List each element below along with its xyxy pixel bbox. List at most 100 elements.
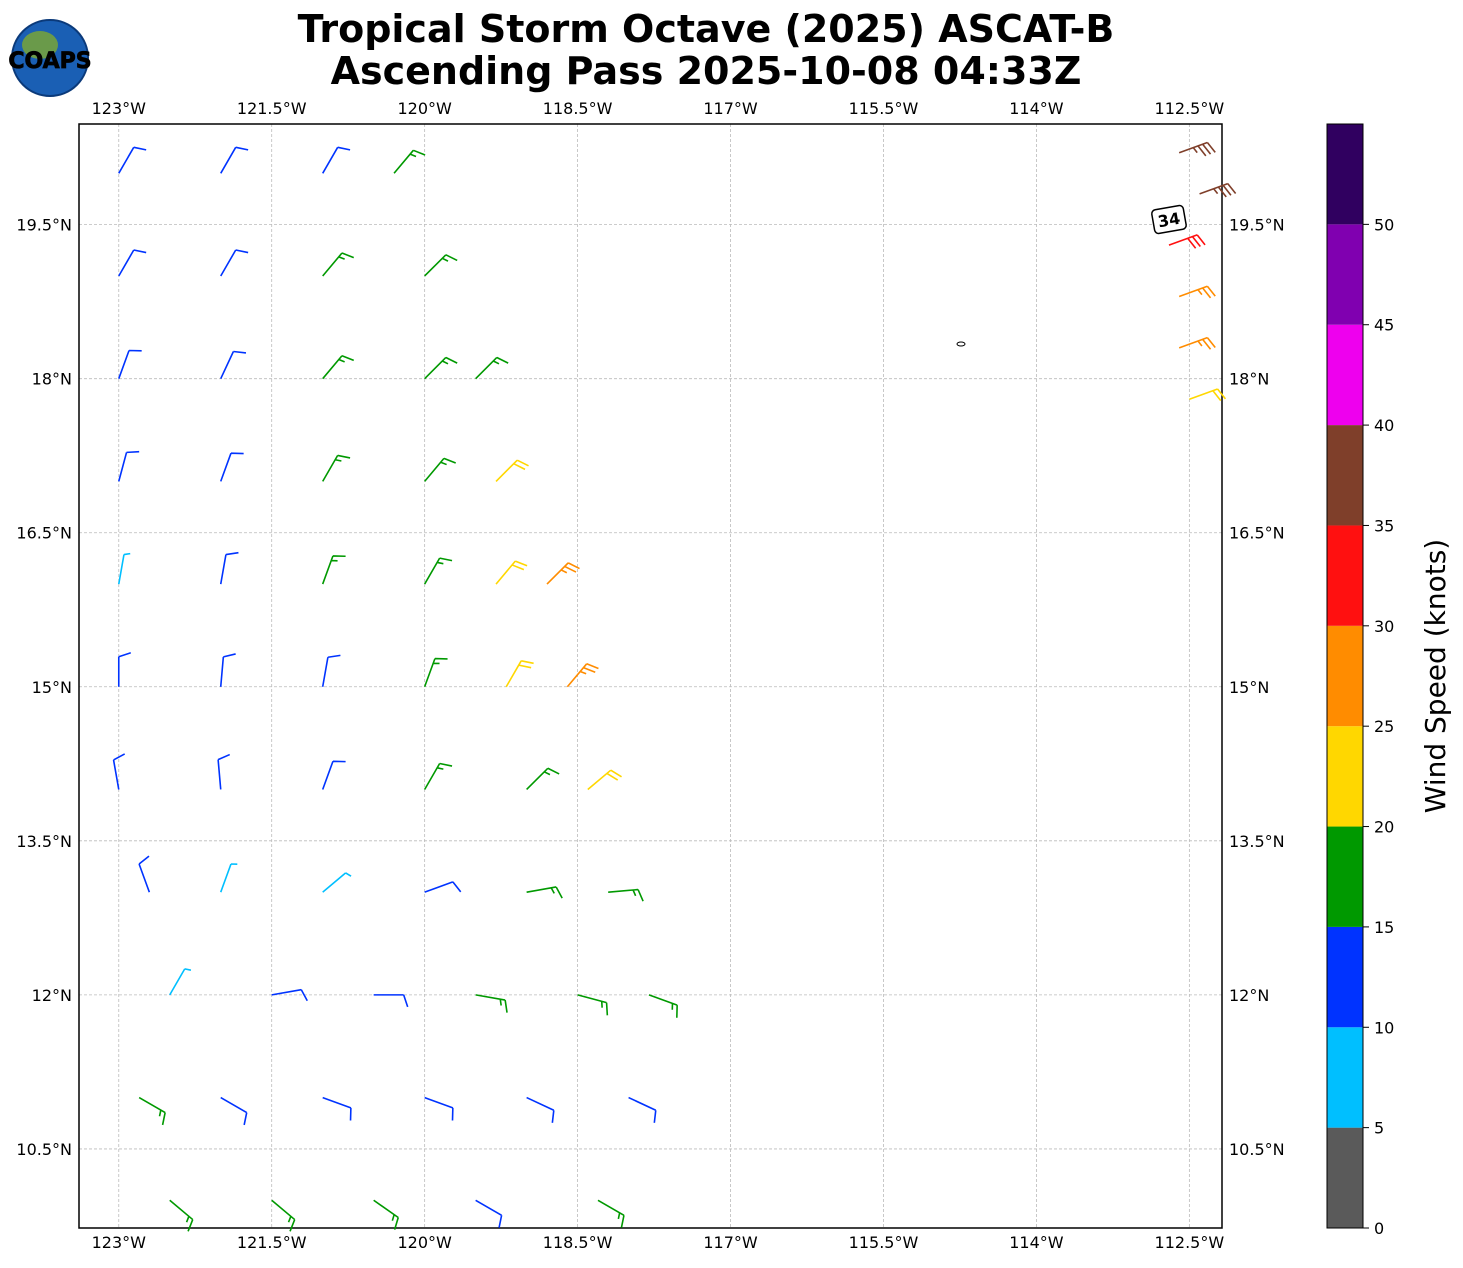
- colorbar-tick-label: 40: [1374, 416, 1394, 435]
- lon-label: 121.5°W: [237, 1233, 307, 1252]
- colorbar-tick-label: 30: [1374, 617, 1394, 636]
- lon-label: 112.5°W: [1155, 1233, 1225, 1252]
- colorbar-segment: [1327, 826, 1363, 927]
- lat-label: 15°N: [32, 678, 72, 697]
- lon-label: 120°W: [397, 1233, 452, 1252]
- colorbar-segment: [1327, 324, 1363, 426]
- wind-barb: [118, 146, 147, 174]
- lat-label: 19.5°N: [16, 216, 72, 235]
- wind-barb: [220, 350, 247, 380]
- lon-label: 112.5°W: [1155, 99, 1225, 118]
- wind-barb: [220, 1096, 248, 1126]
- lon-label: 114°W: [1009, 1233, 1064, 1252]
- wind-barb: [1178, 336, 1216, 350]
- colorbar-tick-label: 50: [1374, 215, 1394, 234]
- lon-label: 120°W: [397, 99, 452, 118]
- wind-barb: [220, 249, 249, 277]
- map: 123°W 123°W 121.5°W 121.5°W 120°W 120°W 118.5°…: [16, 99, 1284, 1252]
- wind-barb: [423, 657, 448, 688]
- lon-label: 121.5°W: [237, 99, 307, 118]
- lat-label: 16.5°N: [16, 524, 72, 543]
- wind-barb: [495, 459, 529, 482]
- wind-barb: [117, 552, 131, 585]
- colorbar-tick-label: 25: [1374, 717, 1394, 736]
- wind-barb: [322, 1096, 352, 1121]
- lat-label: 12°N: [32, 986, 72, 1005]
- wind-barb: [608, 888, 644, 902]
- colorbar-segment: [1327, 224, 1363, 325]
- colorbar-segment: [1327, 926, 1363, 1028]
- lat-label: 10.5°N: [16, 1140, 72, 1159]
- wind-barb: [393, 149, 426, 174]
- wind-barb: [597, 1199, 625, 1228]
- wind-barb: [505, 660, 534, 688]
- lon-label: 118.5°W: [543, 99, 613, 118]
- lon-label: 123°W: [92, 1233, 147, 1252]
- wind-barb: [1178, 141, 1216, 157]
- wind-barb: [475, 356, 509, 380]
- colorbar-segment: [1327, 726, 1363, 827]
- colorbar-label: Wind Speed (knots): [1419, 539, 1452, 813]
- wind-barb: [424, 356, 458, 380]
- annotation-label: 34: [1156, 209, 1181, 232]
- colorbar-segment: [1327, 1027, 1363, 1128]
- lat-label: 16.5°N: [1229, 524, 1285, 543]
- title-line: Tropical Storm Octave (2025) ASCAT-B: [298, 7, 1115, 51]
- colorbar: 0 5 10 15 20 25 30 35 40 45 50 Wind Speed (knots): [1326, 123, 1452, 1238]
- wind-barb: [117, 450, 140, 482]
- wind-barb: [112, 753, 126, 790]
- colorbar-frame: [1326, 123, 1364, 1229]
- colorbar-segment: [1327, 1127, 1363, 1228]
- wind-barb: [373, 994, 409, 1008]
- colorbar-tick-label: 5: [1374, 1119, 1384, 1138]
- wind-barb: [118, 349, 142, 379]
- wind-barb: [321, 654, 341, 687]
- lat-label: 12°N: [1229, 986, 1269, 1005]
- wind-barb: [373, 1199, 400, 1230]
- wind-barb: [628, 1096, 657, 1123]
- wind-barb: [169, 1199, 194, 1232]
- wind-barb: [495, 560, 528, 585]
- wind-barb: [138, 855, 151, 893]
- lat-label: 10.5°N: [1229, 1140, 1285, 1159]
- wind-barb: [423, 762, 453, 790]
- wind-barb: [117, 652, 132, 687]
- annotation-box: [1151, 204, 1187, 235]
- wind-barb: [526, 886, 563, 899]
- colorbar-segment: [1327, 425, 1363, 526]
- wind-barb: [424, 457, 456, 482]
- wind-barb: [526, 767, 560, 791]
- wind-barb: [1168, 234, 1206, 249]
- wind-barb: [648, 994, 678, 1018]
- wind-barb: [271, 988, 308, 1002]
- wind-barb: [424, 881, 462, 893]
- lon-label: 123°W: [92, 99, 147, 118]
- wind-barb: [219, 653, 236, 687]
- wind-barb: [321, 555, 346, 585]
- island: [956, 341, 966, 347]
- wind-barb: [526, 1096, 555, 1123]
- wind-barb: [220, 146, 249, 174]
- lat-label: 15°N: [1229, 678, 1269, 697]
- wind-barb: [322, 872, 352, 893]
- logo: COAPS: [8, 19, 92, 97]
- title-line: Ascending Pass 2025-10-08 04:33Z: [331, 49, 1082, 93]
- wind-barb: [219, 452, 244, 482]
- colorbar-segment: [1327, 525, 1363, 626]
- colorbar-tick-label: 0: [1374, 1219, 1384, 1238]
- logo-land: [22, 31, 58, 59]
- lat-label: 19.5°N: [1229, 216, 1285, 235]
- wind-barb: [219, 551, 239, 585]
- lon-label: 115.5°W: [849, 99, 919, 118]
- colorbar-segment: [1327, 124, 1363, 225]
- lon-label: 117°W: [703, 1233, 758, 1252]
- wind-barb: [577, 994, 609, 1016]
- wind-barb: [271, 1199, 296, 1232]
- lon-label: 115.5°W: [849, 1233, 919, 1252]
- wind-barb: [566, 663, 599, 688]
- storm-annotation: 34: [1151, 204, 1187, 235]
- wind-barb: [322, 252, 355, 277]
- wind-barb: [475, 994, 508, 1013]
- colorbar-tick-label: 45: [1374, 316, 1394, 335]
